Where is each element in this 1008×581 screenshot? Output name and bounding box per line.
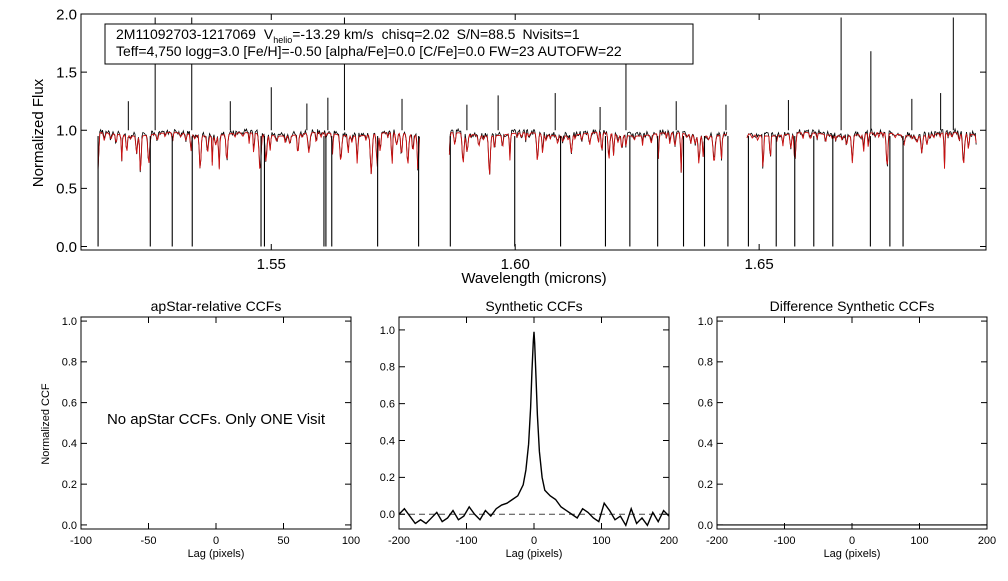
synthetic-ccf-x-tick-label: 200 [660, 535, 678, 547]
apstar-ccf-title: apStar-relative CCFs [151, 298, 282, 314]
star-id: 2M11092703-1217069 [116, 26, 256, 42]
difference-ccf-x-tick-label: -100 [773, 535, 795, 547]
synthetic-ccf-x-tick-label: -100 [455, 535, 477, 547]
difference-ccf-y-tick-label: 0.0 [698, 520, 713, 532]
synthetic-ccf-curve [398, 331, 670, 528]
synthetic-ccf-y-tick-label: 0.4 [380, 435, 395, 447]
spectrum-x-ticks: 1.55 1.60 1.65 [257, 14, 774, 273]
difference-ccf-ticks: -200 -100 0 100 200 0.0 0.2 0.4 0.6 0.8 1.0 [698, 316, 996, 547]
chisq-value: chisq=2.02 [382, 26, 450, 42]
synthetic-ccf-x-label: Lag (pixels) [506, 548, 563, 560]
apstar-ccf-x-label: Lag (pixels) [188, 548, 245, 560]
spectrum-y-tick-label: 2.0 [56, 6, 77, 23]
apstar-ccf-y-tick-label: 0.2 [62, 479, 77, 491]
synthetic-ccf-ticks: -200 -100 0 100 200 0.0 0.2 0.4 0.6 0.8 1.0 [380, 317, 678, 547]
apstar-ccf-y-label: Normalized CCF [40, 383, 52, 465]
difference-ccf-y-tick-label: 0.6 [698, 397, 713, 409]
apstar-ccf-x-tick-label: 50 [277, 535, 289, 547]
synthetic-ccf-y-tick-label: 1.0 [380, 325, 395, 337]
difference-ccf-x-tick-label: 100 [910, 535, 928, 547]
difference-ccf-x-tick-label: 200 [978, 535, 996, 547]
vhelio-subscript: helio [273, 35, 292, 45]
spectrum-y-tick-label: 0.0 [56, 239, 77, 256]
synthetic-ccf-title: Synthetic CCFs [485, 298, 582, 314]
info-box: 2M11092703-1217069 Vhelio=-13.29 km/s chis… [104, 23, 694, 65]
synthetic-ccf-y-tick-label: 0.0 [380, 509, 395, 521]
no-ccf-message: No apStar CCFs. Only ONE Visit [107, 411, 326, 428]
spectrum-y-tick-label: 0.5 [56, 181, 77, 198]
model-spectrum-chip-3 [746, 131, 977, 169]
apstar-ccf-y-tick-label: 0.4 [62, 438, 77, 450]
spectrum-plot-area [97, 17, 977, 247]
apstar-ccf-y-tick-label: 0.6 [62, 397, 77, 409]
spectrum-x-tick-label: 1.60 [501, 256, 530, 273]
spectrum-x-label: Wavelength (microns) [461, 270, 606, 287]
difference-ccf-frame [716, 316, 988, 530]
synthetic-ccf-x-tick-label: -200 [388, 535, 410, 547]
synthetic-ccf-frame [398, 316, 670, 530]
vhelio-symbol: V [264, 26, 274, 42]
apstar-ccf-x-tick-label: -50 [141, 535, 157, 547]
difference-ccf-panel: Difference Synthetic CCFs -200 -100 0 100 20… [698, 298, 996, 560]
spectrum-y-label: Normalized Flux [30, 78, 47, 187]
info-box-frame [104, 23, 694, 65]
apstar-ccf-ticks: -100 -50 0 50 100 0.0 0.2 0.4 0.6 0.8 1.0 [62, 316, 360, 547]
synthetic-ccf-y-tick-label: 0.8 [380, 362, 395, 374]
difference-ccf-title: Difference Synthetic CCFs [770, 298, 935, 314]
model-spectrum-chip-1 [97, 131, 420, 175]
difference-ccf-y-tick-label: 0.2 [698, 479, 713, 491]
apstar-ccf-y-tick-label: 0.8 [62, 357, 77, 369]
spectrum-frame [80, 13, 987, 251]
apstar-ccf-x-tick-label: 100 [342, 535, 360, 547]
info-line-1: 2M11092703-1217069 Vhelio=-13.29 km/s chis… [116, 26, 580, 45]
apstar-ccf-x-tick-label: -100 [70, 535, 92, 547]
apstar-ccf-y-tick-label: 1.0 [62, 316, 77, 328]
difference-ccf-x-label: Lag (pixels) [824, 548, 881, 560]
difference-ccf-x-tick-label: -200 [706, 535, 728, 547]
nvisits-value: Nvisits=1 [522, 26, 579, 42]
spectrum-panel: 0.0 0.5 1.0 1.5 2.0 1.55 1.60 1.65 Wavelength … [30, 6, 987, 287]
apstar-ccf-y-tick-label: 0.0 [62, 520, 77, 532]
apstar-ccf-x-tick-label: 0 [213, 535, 219, 547]
synthetic-ccf-x-tick-label: 100 [592, 535, 610, 547]
spectrum-y-ticks: 0.0 0.5 1.0 1.5 2.0 [56, 6, 986, 256]
difference-ccf-y-tick-label: 1.0 [698, 316, 713, 328]
difference-ccf-y-tick-label: 0.8 [698, 357, 713, 369]
difference-ccf-x-tick-label: 0 [849, 535, 855, 547]
spectrum-x-tick-label: 1.55 [257, 256, 286, 273]
synthetic-ccf-x-tick-label: 0 [531, 535, 537, 547]
snr-value: S/N=88.5 [457, 26, 516, 42]
difference-ccf-y-tick-label: 0.4 [698, 438, 713, 450]
apstar-ccf-panel: apStar-relative CCFs -100 -50 0 50 100 0.0 0.2… [40, 298, 360, 560]
spectrum-x-tick-label: 1.65 [745, 256, 774, 273]
synthetic-ccf-panel: Synthetic CCFs -200 -100 0 100 200 0.0 0.2 0.4 0… [380, 298, 678, 560]
spectrum-y-tick-label: 1.5 [56, 64, 77, 81]
spectrum-y-tick-label: 1.0 [56, 123, 77, 140]
model-spectrum-chip-2 [448, 131, 727, 175]
info-line-2: Teff=4,750 logg=3.0 [Fe/H]=-0.50 [alpha/… [116, 43, 622, 59]
synthetic-ccf-y-tick-label: 0.2 [380, 472, 395, 484]
vhelio-value: =-13.29 km/s [292, 26, 373, 42]
synthetic-ccf-y-tick-label: 0.6 [380, 398, 395, 410]
synthetic-ccf-plot-area [398, 331, 670, 528]
